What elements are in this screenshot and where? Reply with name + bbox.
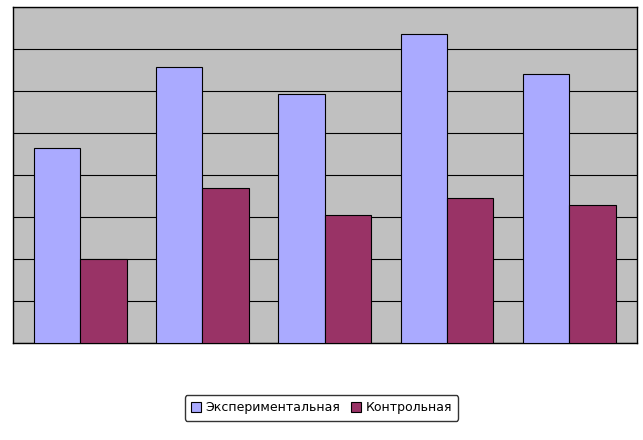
Bar <box>33 148 80 343</box>
Bar <box>569 205 616 343</box>
Bar <box>278 94 325 343</box>
Bar <box>447 198 493 343</box>
Bar <box>401 33 447 343</box>
Legend: Экспериментальная, Контрольная: Экспериментальная, Контрольная <box>185 395 458 421</box>
Bar <box>523 74 569 343</box>
Bar <box>325 215 371 343</box>
Bar <box>156 67 203 343</box>
Bar <box>203 188 249 343</box>
Bar <box>80 259 127 343</box>
